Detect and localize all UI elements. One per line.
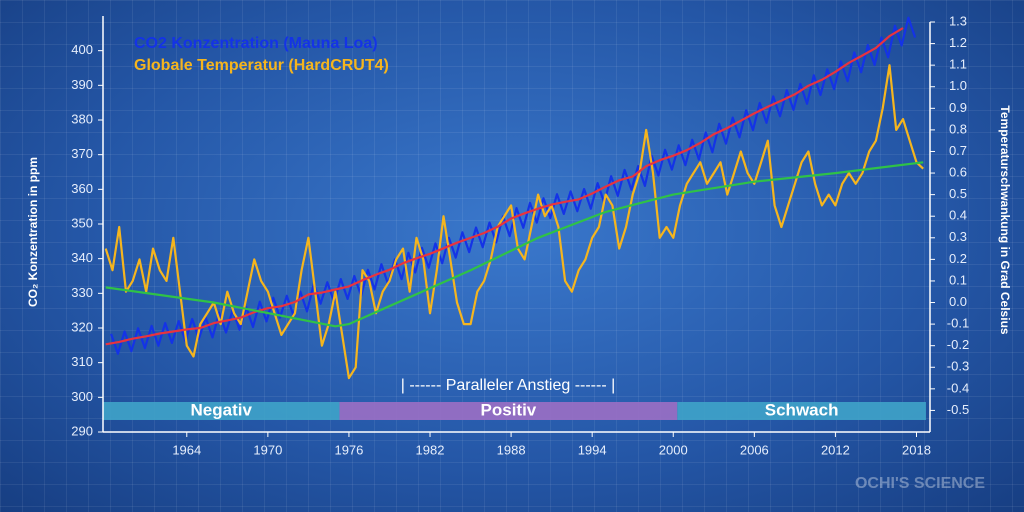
x-tick-label: 1964 [172,442,201,457]
watermark: OCHI'S SCIENCE [855,475,985,492]
y2-tick-label: 0.1 [949,272,967,287]
y-axis-label: CO₂ Konzentration in ppm [26,157,40,307]
y-tick-label: 290 [71,423,93,438]
y-tick-label: 330 [71,285,93,300]
x-tick-label: 2006 [740,442,769,457]
x-tick-label: 1994 [578,442,607,457]
y2-tick-label: -0.3 [947,359,969,374]
period-band [103,402,340,420]
y-tick-label: 380 [71,111,93,126]
legend-entry: CO2 Konzentration (Mauna Loa) [134,35,378,52]
y-tick-label: 400 [71,42,93,57]
y2-tick-label: -0.2 [947,337,969,352]
y2-tick-label: -0.4 [947,380,969,395]
y2-tick-label: 0.2 [949,251,967,266]
annotation: | ------ Paralleler Anstieg ------ | [401,377,616,394]
y2-tick-label: 1.2 [949,35,967,50]
y2-tick-label: 0.6 [949,164,967,179]
y2-tick-label: 0.0 [949,294,967,309]
y2-tick-label: 1.0 [949,78,967,93]
x-tick-label: 2000 [659,442,688,457]
y2-tick-label: 0.9 [949,100,967,115]
period-band [677,402,926,420]
x-tick-label: 1970 [253,442,282,457]
y2-tick-label: -0.1 [947,316,969,331]
x-tick-label: 1988 [497,442,526,457]
x-tick-label: 1982 [416,442,445,457]
x-tick-label: 2018 [902,442,931,457]
y2-tick-label: 0.7 [949,143,967,158]
series-line [105,27,904,346]
period-label: Schwach [765,400,839,419]
y2-tick-label: 0.8 [949,121,967,136]
period-band [339,402,678,420]
y-tick-label: 370 [71,146,93,161]
y-tick-label: 320 [71,319,93,334]
period-label: Positiv [481,400,537,419]
period-label: Negativ [191,400,253,419]
x-tick-label: 1976 [334,442,363,457]
y2-tick-label: 0.4 [949,208,967,223]
y-tick-label: 300 [71,389,93,404]
series-line [105,161,924,328]
y-tick-label: 340 [71,250,93,265]
y-tick-label: 390 [71,77,93,92]
legend-entry: Globale Temperatur (HardCRUT4) [134,57,389,74]
y2-tick-label: 0.3 [949,229,967,244]
y2-axis-label: Temperaturschwankung in Grad Celsius [998,105,1012,334]
y-tick-label: 310 [71,354,93,369]
x-tick-label: 2012 [821,442,850,457]
series-line [104,64,924,380]
y-tick-label: 360 [71,181,93,196]
y-tick-label: 350 [71,215,93,230]
y2-tick-label: 0.5 [949,186,967,201]
y2-tick-label: 1.1 [949,57,967,72]
y2-tick-label: -0.5 [947,402,969,417]
y2-tick-label: 1.3 [949,13,967,28]
